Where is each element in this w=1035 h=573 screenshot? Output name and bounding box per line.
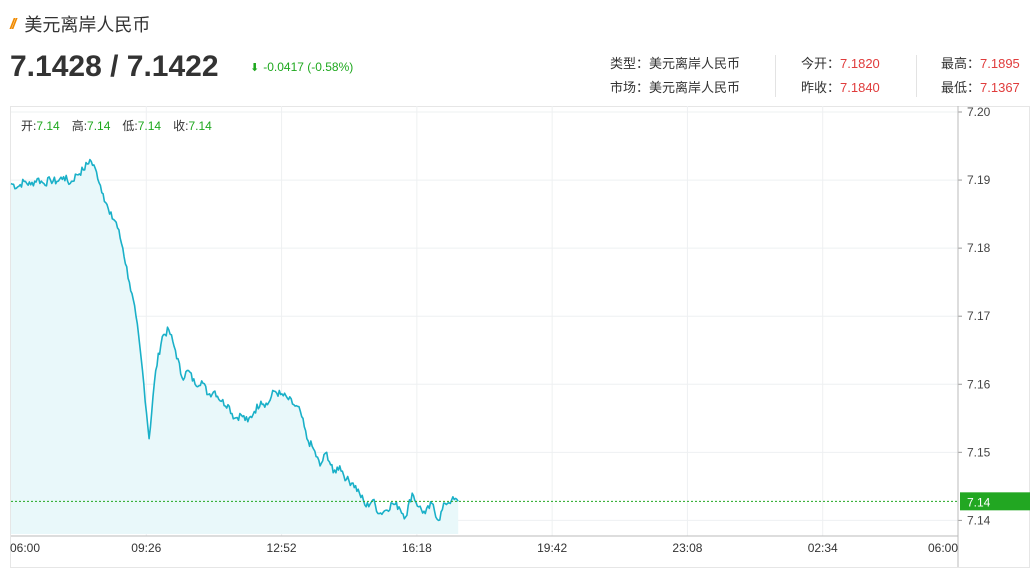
down-arrow-icon: ⬇ xyxy=(250,61,260,74)
ohlc-open-value: 7.14 xyxy=(36,119,60,133)
market-value: 美元离岸人民币 xyxy=(649,80,741,95)
ohlc-low-label: 低: xyxy=(122,119,138,133)
x-tick-label: 09:26 xyxy=(131,541,161,555)
price-change-value: -0.0417 (-0.58%) xyxy=(263,60,354,74)
y-tick-label: 7.20 xyxy=(967,105,991,119)
type-label: 类型： xyxy=(610,56,650,71)
y-tick-label: 7.17 xyxy=(967,309,991,323)
title-bar: // 美元离岸人民币 xyxy=(10,10,150,38)
x-tick-label: 02:34 xyxy=(808,541,838,555)
market-label: 市场： xyxy=(610,80,650,95)
ohlc-open-label: 开: xyxy=(21,119,37,133)
x-tick-label: 12:52 xyxy=(267,541,297,555)
open-label: 今开： xyxy=(801,56,841,71)
ohlc-high-label: 高: xyxy=(71,119,88,133)
x-tick-label: 06:00 xyxy=(928,541,958,555)
ohlc-close-value: 7.14 xyxy=(188,119,212,133)
series-line xyxy=(10,158,459,522)
stats-type-market: 类型：美元离岸人民币 市场：美元离岸人民币 xyxy=(610,52,740,100)
y-tick-label: 7.16 xyxy=(967,377,991,391)
stats-high-low: 最高：7.1895 最低：7.1367 xyxy=(941,52,1020,100)
current-price-label: 7.14 xyxy=(967,495,991,509)
ohlc-high-value: 7.14 xyxy=(87,119,111,133)
y-tick-label: 7.18 xyxy=(967,241,991,255)
price-change: ⬇ -0.0417 (-0.58%) xyxy=(250,60,353,74)
high-value: 7.1895 xyxy=(980,56,1020,71)
y-tick-label: 7.15 xyxy=(967,445,991,459)
prev-close-label: 昨收： xyxy=(801,80,841,95)
x-tick-label: 19:42 xyxy=(537,541,567,555)
open-value: 7.1820 xyxy=(840,56,880,71)
series-area xyxy=(11,159,459,534)
prev-close-value: 7.1840 xyxy=(840,80,880,95)
x-tick-label: 23:08 xyxy=(672,541,702,555)
type-value: 美元离岸人民币 xyxy=(649,56,741,71)
high-label: 最高： xyxy=(941,56,981,71)
stats-open-prev: 今开：7.1820 昨收：7.1840 xyxy=(801,52,880,100)
y-tick-label: 7.14 xyxy=(967,513,991,527)
instrument-title: 美元离岸人民币 xyxy=(24,15,151,35)
current-price: 7.1428 / 7.1422 xyxy=(10,50,219,83)
low-label: 最低： xyxy=(941,80,981,95)
ohlc-close-label: 收: xyxy=(173,119,189,133)
y-tick-label: 7.19 xyxy=(967,173,991,187)
low-value: 7.1367 xyxy=(980,80,1020,95)
current-price-tag xyxy=(960,492,1030,511)
stats-divider xyxy=(775,55,776,97)
ohlc-low-value: 7.14 xyxy=(137,119,162,133)
chart-frame xyxy=(10,106,1030,568)
ohlc-readout: 开:7.14 高:7.14 低:7.14 收:7.14 xyxy=(21,117,212,134)
x-tick-label: 06:00 xyxy=(10,541,40,555)
stats-divider xyxy=(916,55,917,97)
logo-mark-icon: // xyxy=(10,15,17,33)
x-tick-label: 16:18 xyxy=(402,541,432,555)
